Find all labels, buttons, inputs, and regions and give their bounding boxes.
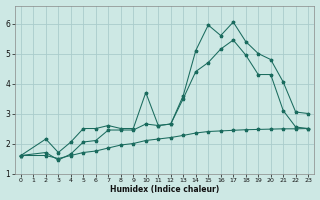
X-axis label: Humidex (Indice chaleur): Humidex (Indice chaleur): [110, 185, 219, 194]
